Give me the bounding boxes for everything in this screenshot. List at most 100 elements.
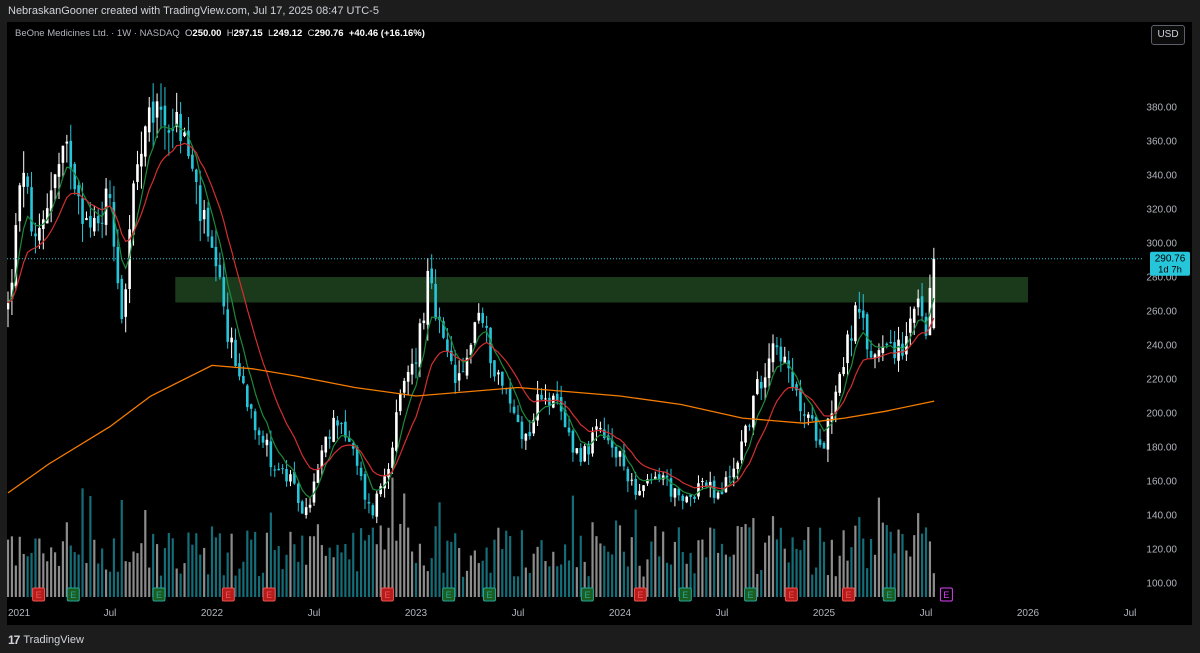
volume-bar: [336, 544, 339, 597]
volume-bar: [57, 565, 61, 597]
candle-body: [532, 419, 535, 434]
candle-body: [355, 446, 359, 466]
volume-bar: [701, 539, 704, 597]
earnings-marker: [482, 587, 496, 602]
volume-bar: [328, 547, 331, 597]
close-value: 290.76: [314, 28, 344, 39]
candle-body: [10, 282, 14, 300]
candle-body: [508, 387, 512, 404]
candle-body: [822, 442, 826, 449]
volume-bar: [885, 525, 888, 597]
candle-body: [571, 430, 575, 453]
currency-button[interactable]: USD: [1151, 25, 1185, 45]
candle-body: [210, 236, 214, 248]
volume-bar: [454, 533, 457, 597]
tradingview-logo[interactable]: 17 TradingView: [8, 633, 84, 647]
volume-bar: [34, 538, 37, 597]
candle-body: [814, 416, 818, 441]
volume-bar: [556, 566, 559, 597]
candle-body: [767, 358, 771, 379]
volume-bar: [238, 568, 241, 597]
volume-bar: [387, 527, 390, 597]
candle-body: [740, 441, 743, 461]
candle-body: [453, 364, 457, 384]
volume-bar: [104, 569, 108, 597]
volume-bar: [222, 575, 225, 597]
candle-body: [77, 185, 80, 197]
candle-body: [791, 371, 794, 388]
volume-bar: [709, 527, 712, 597]
y-tick-label: 320.00: [1146, 205, 1177, 216]
volume-bar: [132, 551, 135, 597]
earnings-marker: [380, 587, 394, 602]
volume-bar: [250, 539, 253, 597]
volume-bar: [434, 526, 437, 597]
volume-bar: [85, 563, 88, 597]
candle-body: [779, 346, 783, 362]
candle-body: [238, 363, 241, 377]
candle-body: [524, 433, 528, 441]
volume-bar: [426, 571, 429, 597]
candle-body: [810, 415, 814, 419]
volume-bar: [520, 530, 524, 597]
volume-bar: [46, 561, 49, 597]
candle-body: [575, 448, 579, 454]
candle-body: [485, 325, 488, 328]
volume-bar: [124, 561, 127, 597]
candle-body: [26, 176, 29, 187]
volume-bar: [893, 553, 896, 597]
volume-bar: [257, 576, 261, 597]
y-tick-label: 200.00: [1146, 409, 1177, 420]
candle-body: [230, 337, 233, 343]
volume-bar: [607, 551, 610, 597]
volume-bar: [720, 543, 724, 597]
candle-body: [7, 302, 10, 310]
candle-body: [630, 479, 634, 481]
candle-body: [191, 154, 194, 169]
earnings-marker: [580, 587, 594, 602]
volume-bar: [685, 563, 688, 597]
volume-bar: [850, 547, 853, 597]
candle-body: [646, 479, 649, 484]
volume-bar: [163, 548, 167, 597]
candle-body: [38, 227, 41, 241]
volume-bar: [108, 571, 112, 597]
candle-body: [265, 439, 269, 446]
volume-bar: [873, 554, 877, 597]
volume-bar: [14, 565, 17, 597]
volume-bar: [407, 527, 410, 597]
volume-bar: [356, 571, 359, 597]
candle-body: [501, 371, 504, 386]
candle-body: [614, 446, 618, 458]
candle-body: [497, 372, 500, 375]
volume-bar: [450, 541, 453, 597]
volume-bar: [822, 541, 826, 597]
candle-body: [434, 283, 437, 319]
y-tick-label: 220.00: [1146, 375, 1177, 386]
volume-bar: [320, 545, 323, 597]
price-chart[interactable]: E E E E E E E E E E E E E E E E 100.00 120.00 140.00 160.0…: [7, 22, 1192, 625]
candle-body: [748, 425, 751, 427]
volume-bar: [650, 541, 653, 597]
volume-bar: [81, 488, 84, 597]
volume-bar: [642, 576, 645, 597]
volume-bar: [89, 495, 92, 597]
candle-body: [206, 207, 210, 237]
candle-body: [795, 384, 798, 391]
candle-body: [242, 375, 245, 384]
symbol-legend: BeOne Medicines Ltd. · 1W · NASDAQ O250.…: [15, 28, 425, 40]
x-tick-label: 2024: [609, 608, 632, 619]
x-tick-label: Jul: [308, 608, 321, 619]
candle-body: [626, 468, 630, 482]
candle-body: [140, 153, 143, 167]
candle-body: [120, 278, 124, 320]
volume-bar: [783, 548, 786, 597]
symbol-title: BeOne Medicines Ltd. · 1W · NASDAQ: [15, 28, 180, 39]
candle-body: [73, 163, 76, 190]
volume-bar: [536, 546, 539, 597]
earnings-marker-label: E: [682, 590, 688, 600]
volume-bar: [414, 562, 418, 597]
price-tag-countdown: 1d 7h: [1158, 265, 1182, 276]
candle-body: [375, 493, 379, 517]
volume-bar: [399, 523, 402, 597]
